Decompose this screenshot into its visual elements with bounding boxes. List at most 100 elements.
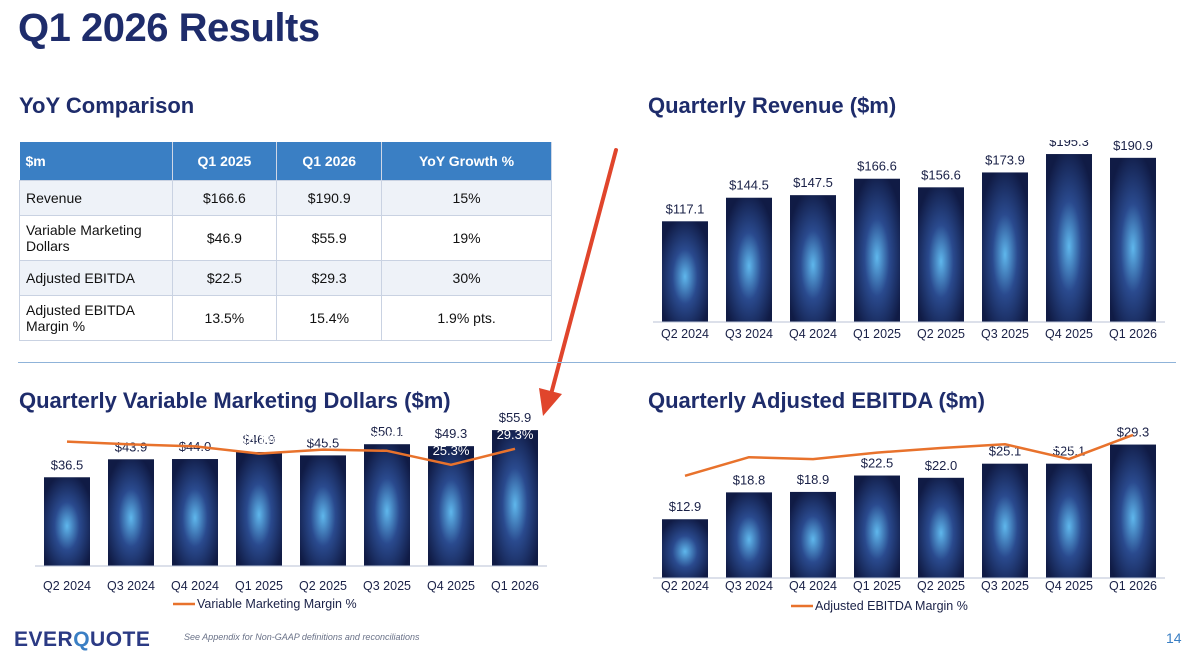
table-header-cell: YoY Growth % <box>381 142 552 181</box>
margin-point-label: 28.8% <box>369 429 406 444</box>
bar-value-label: $22.5 <box>861 456 894 471</box>
bar-value-label: $45.5 <box>307 435 340 450</box>
bar-value-label: $36.5 <box>51 457 84 472</box>
x-tick-label: Q4 2025 <box>1045 327 1093 341</box>
section-divider <box>18 362 1176 363</box>
x-tick-label: Q3 2025 <box>981 579 1029 593</box>
footnote: See Appendix for Non-GAAP definitions an… <box>184 632 420 642</box>
bar-value-label: $156.6 <box>921 167 961 182</box>
table-cell: 1.9% pts. <box>381 295 552 341</box>
bar <box>662 221 708 322</box>
bar-value-label: $144.5 <box>729 178 769 193</box>
table-cell: 15% <box>381 180 552 216</box>
bar <box>982 172 1028 322</box>
yoy-comparison-table: $m Q1 2025 Q1 2026 YoY Growth % Revenue … <box>19 142 552 341</box>
x-tick-label: Q3 2025 <box>363 579 411 593</box>
bar-value-label: $55.9 <box>499 410 532 425</box>
x-tick-label: Q4 2025 <box>1045 579 1093 593</box>
table-cell: 13.5% <box>171 295 278 341</box>
revenue-section-title: Quarterly Revenue ($m) <box>648 93 897 118</box>
bar <box>1046 154 1092 322</box>
bar-value-label: $12.9 <box>669 499 702 514</box>
margin-point-label: 29.1% <box>305 428 342 443</box>
table-row: Revenue $166.6 $190.9 15% <box>19 180 552 216</box>
bar-value-label: $173.9 <box>985 152 1025 167</box>
ebitda-chart: $12.9 Q2 2024 $18.8 Q3 2024 $18.9 Q4 2024 $22.… <box>653 414 1165 613</box>
arrow-head <box>539 388 562 416</box>
legend-label: Variable Marketing Margin % <box>197 597 357 611</box>
table-header-cell: Q1 2025 <box>172 142 278 181</box>
x-tick-label: Q1 2026 <box>1109 579 1157 593</box>
ebitda-section-title: Quarterly Adjusted EBITDA ($m) <box>648 388 985 413</box>
table-cell: $190.9 <box>276 180 383 216</box>
margin-point-label: 25.3% <box>433 443 470 458</box>
bar <box>108 459 154 566</box>
margin-point-label: 13.5% <box>859 431 896 446</box>
margin-point-label: 15.4% <box>1115 414 1152 428</box>
bar <box>662 519 708 578</box>
x-tick-label: Q1 2025 <box>853 579 901 593</box>
x-tick-label: Q3 2024 <box>725 327 773 341</box>
table-header-row: $m Q1 2025 Q1 2026 YoY Growth % <box>19 142 552 181</box>
bar-value-label: $166.6 <box>857 159 897 174</box>
x-tick-label: Q4 2024 <box>789 579 837 593</box>
table-cell: 15.4% <box>276 295 383 341</box>
table-cell: $166.6 <box>171 180 278 216</box>
table-cell: $55.9 <box>276 215 383 261</box>
bar-value-label: $195.3 <box>1049 140 1089 149</box>
margin-point-label: 11.0% <box>667 454 703 469</box>
bar <box>172 459 218 566</box>
table-cell: 30% <box>381 260 552 296</box>
bar-value-label: $147.5 <box>793 175 833 190</box>
bar <box>1110 157 1156 322</box>
x-tick-label: Q1 2025 <box>235 579 283 593</box>
bar-value-label: $18.9 <box>797 472 830 487</box>
revenue-chart: $117.1 Q2 2024 $144.5 Q3 2024 $147.5 Q4 2024 $… <box>653 140 1165 341</box>
x-tick-label: Q1 2025 <box>853 327 901 341</box>
page-number: 14 <box>1166 630 1182 646</box>
x-tick-label: Q3 2025 <box>981 327 1029 341</box>
x-tick-label: Q2 2024 <box>43 579 91 593</box>
margin-point-label: 12.8% <box>795 437 832 452</box>
bar-value-label: $43.9 <box>115 439 148 454</box>
bar <box>918 187 964 322</box>
bar <box>1110 444 1156 578</box>
margin-point-label: 12.8% <box>1051 437 1088 452</box>
bar <box>44 477 90 566</box>
bar <box>790 195 836 322</box>
bar <box>918 477 964 578</box>
bar <box>300 455 346 566</box>
table-cell: $29.3 <box>276 260 383 296</box>
table-header-cell: $m <box>19 142 173 181</box>
bar-value-label: $29.3 <box>1117 425 1150 440</box>
table-cell: Variable Marketing Dollars <box>19 215 173 261</box>
x-tick-label: Q2 2025 <box>299 579 347 593</box>
bar-value-label: $18.8 <box>733 472 766 487</box>
bar-value-label: $117.1 <box>666 201 705 216</box>
margin-point-label: 13.0% <box>731 435 768 450</box>
everquote-logo: EVERQUOTE <box>14 628 151 651</box>
table-cell: $22.5 <box>171 260 278 296</box>
table-cell: $46.9 <box>171 215 278 261</box>
vmd-chart: $36.5Q2 2024$43.9Q3 2024$44.0Q4 2024$46.… <box>35 410 547 611</box>
bar-value-label: $22.0 <box>925 458 958 473</box>
x-tick-label: Q1 2026 <box>491 579 539 593</box>
bar <box>236 451 282 566</box>
margin-point-label: 31.1% <box>49 420 86 435</box>
bar <box>492 430 538 566</box>
vmd-section-title: Quarterly Variable Marketing Dollars ($m… <box>19 388 451 413</box>
margin-line <box>684 433 1134 478</box>
table-row: Adjusted EBITDA Margin % 13.5% 15.4% 1.9… <box>19 295 552 341</box>
bar-value-label: $49.3 <box>435 426 468 441</box>
bar <box>364 444 410 566</box>
x-tick-label: Q2 2025 <box>917 579 965 593</box>
bar <box>428 446 474 566</box>
margin-point-label: 29.3% <box>497 427 534 442</box>
bar <box>854 475 900 578</box>
bar <box>1046 463 1092 578</box>
table-row: Adjusted EBITDA $22.5 $29.3 30% <box>19 260 552 296</box>
margin-point-label: 14.0% <box>923 426 960 441</box>
x-tick-label: Q4 2024 <box>171 579 219 593</box>
margin-point-label: 28.1% <box>241 432 278 447</box>
bar-value-label: $25.1 <box>989 444 1022 459</box>
